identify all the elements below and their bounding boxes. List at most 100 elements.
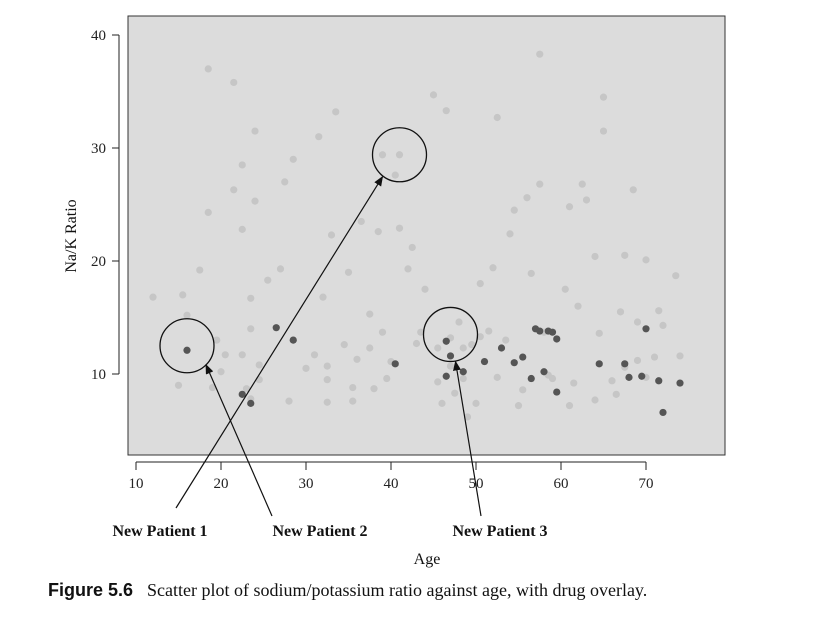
dark-data-point xyxy=(391,360,399,368)
light-data-point xyxy=(633,318,642,326)
highlight-circle-3 xyxy=(422,306,479,363)
dark-data-point xyxy=(442,337,450,345)
light-data-point xyxy=(565,402,574,410)
light-data-point xyxy=(349,397,357,405)
light-data-point xyxy=(264,276,272,284)
light-data-point xyxy=(230,78,238,87)
light-data-point xyxy=(319,293,327,301)
light-data-point xyxy=(323,362,331,370)
light-data-point xyxy=(455,318,463,326)
new-patient-label-2: New Patient 2 xyxy=(272,523,367,540)
highlight-circle-1 xyxy=(159,318,215,374)
light-data-point xyxy=(204,208,212,217)
light-data-point xyxy=(510,206,518,214)
light-data-point xyxy=(463,413,472,421)
light-data-point xyxy=(366,344,374,352)
y-tick-label: 30 xyxy=(91,141,106,157)
light-data-point xyxy=(493,113,501,122)
light-data-point xyxy=(676,352,684,360)
light-data-point xyxy=(174,381,183,389)
light-data-point xyxy=(289,155,297,163)
dark-data-point xyxy=(553,335,561,343)
light-data-point xyxy=(616,308,625,316)
light-data-point xyxy=(514,402,523,410)
dark-data-point xyxy=(676,379,684,387)
light-data-point xyxy=(659,321,667,330)
figure-caption: Figure 5.6 Scatter plot of sodium/potassi… xyxy=(48,580,647,601)
dark-data-point xyxy=(272,324,280,332)
light-data-point xyxy=(578,180,586,188)
light-data-point xyxy=(238,161,246,169)
light-data-point xyxy=(213,336,221,344)
light-data-point xyxy=(417,328,425,336)
dark-data-point xyxy=(548,328,557,336)
light-data-point xyxy=(349,383,357,392)
light-data-point xyxy=(247,294,255,302)
light-data-point xyxy=(196,266,204,274)
arrow-patient-2 xyxy=(205,363,273,517)
light-data-point xyxy=(476,333,484,341)
light-data-point xyxy=(315,133,323,141)
dark-data-point xyxy=(638,372,646,380)
light-data-point xyxy=(629,186,637,194)
dark-data-point xyxy=(642,325,650,333)
x-tick-label: 60 xyxy=(554,476,569,492)
y-tick-label: 40 xyxy=(91,28,106,44)
light-data-point xyxy=(621,251,629,259)
light-data-point xyxy=(340,341,348,349)
dark-data-point xyxy=(621,360,629,368)
light-data-point xyxy=(217,368,225,376)
arrow-patient-1 xyxy=(175,175,384,509)
dark-data-point xyxy=(655,377,663,385)
light-data-point xyxy=(255,361,263,369)
light-data-point xyxy=(323,398,331,406)
x-tick-label: 30 xyxy=(299,476,314,492)
light-data-point xyxy=(485,327,493,335)
light-data-point xyxy=(493,373,501,381)
light-data-point xyxy=(310,351,319,359)
dark-data-point xyxy=(289,336,297,344)
light-data-point xyxy=(353,355,361,363)
light-data-point xyxy=(476,280,484,288)
light-data-point xyxy=(204,65,212,73)
light-data-point xyxy=(183,311,191,319)
light-data-point xyxy=(599,127,608,135)
light-data-point xyxy=(238,225,246,233)
light-data-point xyxy=(378,328,387,336)
light-data-point xyxy=(612,390,620,398)
caption-text: Scatter plot of sodium/potassium ratio a… xyxy=(147,580,648,600)
x-axis-title: Age xyxy=(414,551,441,568)
light-data-point xyxy=(327,231,336,239)
light-data-point xyxy=(446,362,455,370)
y-axis-title: Na/K Ratio xyxy=(63,199,80,272)
new-patient-label-1: New Patient 1 xyxy=(112,523,207,540)
light-data-point xyxy=(672,272,680,280)
light-data-point xyxy=(459,374,467,383)
plot-area xyxy=(127,15,726,456)
light-data-point xyxy=(565,203,574,211)
light-data-point xyxy=(238,351,246,359)
dark-data-point xyxy=(480,357,489,366)
figure-number: Figure 5.6 xyxy=(48,580,134,600)
light-data-point xyxy=(281,178,289,186)
dark-data-point xyxy=(536,327,544,335)
light-data-point xyxy=(251,127,259,135)
light-data-point xyxy=(459,344,467,352)
light-data-point xyxy=(591,396,599,404)
light-data-point xyxy=(536,180,544,188)
light-data-point xyxy=(242,385,251,393)
dark-data-point xyxy=(238,390,246,398)
light-data-point xyxy=(221,351,229,359)
dark-data-point xyxy=(446,352,455,360)
light-data-point xyxy=(472,399,480,407)
x-tick-label: 40 xyxy=(384,476,399,492)
light-data-point xyxy=(536,50,544,58)
x-tick-label: 70 xyxy=(639,476,654,492)
light-data-point xyxy=(599,93,608,101)
light-data-point xyxy=(650,353,659,361)
arrow-patient-3 xyxy=(453,360,482,517)
light-data-point xyxy=(570,379,578,387)
light-data-point xyxy=(434,344,442,352)
light-data-point xyxy=(468,341,476,349)
new-patient-label-3: New Patient 3 xyxy=(452,523,547,540)
